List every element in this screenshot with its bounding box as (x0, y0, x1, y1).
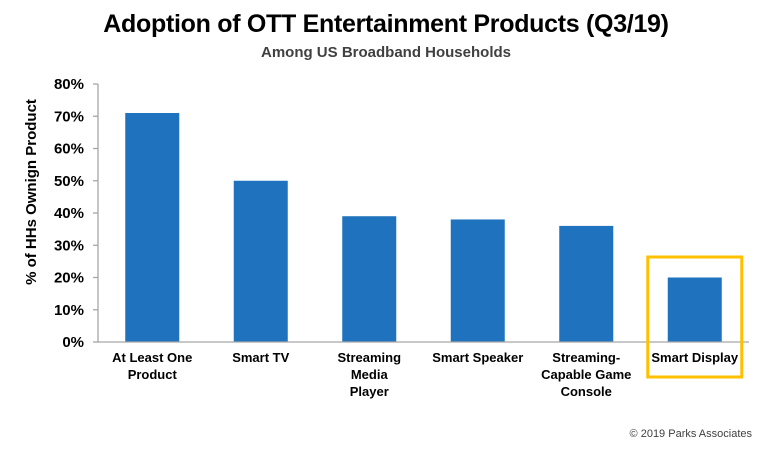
bar (559, 225, 614, 342)
chart-subtitle: Among US Broadband Households (260, 44, 511, 61)
highlight-box (646, 255, 744, 379)
y-tick-label: 50% (54, 173, 84, 190)
y-tick-label: 70% (54, 108, 84, 125)
y-tick-label: 10% (54, 302, 84, 319)
x-category-label: Smart TV (232, 350, 289, 365)
x-category-label-line: Media (351, 367, 389, 382)
x-category-label: Smart Speaker (432, 350, 523, 365)
x-category-label-line: Product (128, 367, 178, 382)
x-category-label-line: Smart Display (651, 350, 738, 365)
x-category-label: Streaming Media Player (337, 350, 401, 399)
bar (125, 113, 180, 343)
y-tick-label: 80% (54, 76, 84, 93)
x-category-label: Streaming- Capable Game Console (541, 350, 631, 399)
y-axis-label: % of HHs Ownign Product (23, 99, 40, 285)
bar (233, 180, 288, 342)
y-tick-label: 40% (54, 205, 84, 222)
x-category-label: At Least One Product (112, 350, 192, 382)
bar (342, 216, 397, 342)
y-tick-label: 60% (54, 141, 84, 158)
y-tick-label: 20% (54, 270, 84, 287)
chart-title: Adoption of OTT Entertainment Products (… (103, 10, 669, 38)
y-tick-label: 30% (54, 237, 84, 254)
x-category-label-line: Smart TV (232, 350, 289, 365)
x-category-label-line: Streaming- (552, 350, 620, 365)
bar (667, 277, 722, 342)
x-category-label: Smart Display (651, 350, 738, 365)
x-category-label-line: At Least One (112, 350, 192, 365)
x-category-label-line: Console (561, 384, 612, 399)
x-category-label-line: Capable Game (541, 367, 631, 382)
bar (450, 219, 505, 342)
x-category-label-line: Streaming (337, 350, 401, 365)
y-tick-label: 0% (62, 334, 84, 351)
copyright-footer: © 2019 Parks Associates (629, 428, 752, 440)
x-category-label-line: Player (350, 384, 389, 399)
x-category-label-line: Smart Speaker (432, 350, 523, 365)
